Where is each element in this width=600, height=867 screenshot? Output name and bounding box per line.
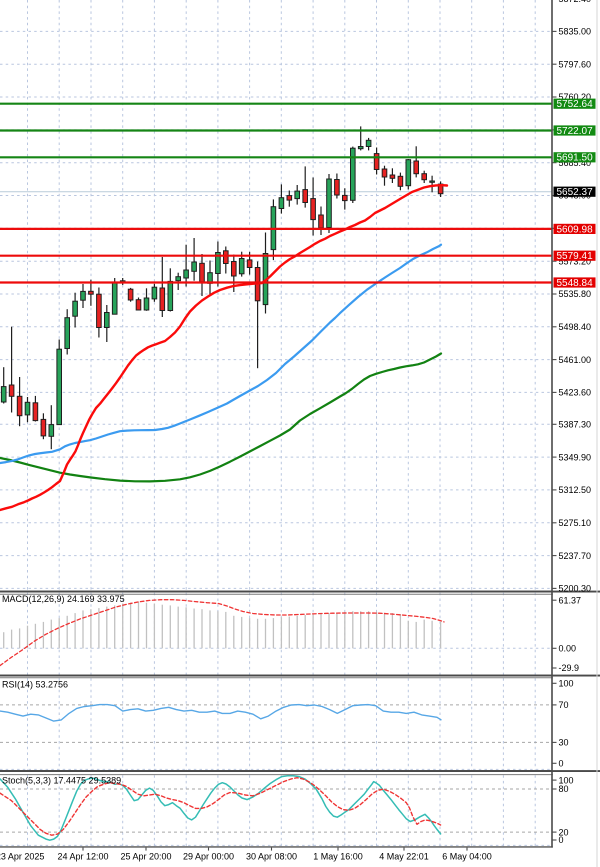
svg-text:5200.30: 5200.30 <box>559 584 592 594</box>
svg-text:70: 70 <box>559 700 569 710</box>
svg-text:5237.70: 5237.70 <box>559 551 592 561</box>
svg-text:5835.00: 5835.00 <box>559 27 592 37</box>
svg-text:5752.64: 5752.64 <box>557 99 594 110</box>
svg-text:1 May 16:00: 1 May 16:00 <box>313 852 363 862</box>
svg-text:5423.60: 5423.60 <box>559 388 592 398</box>
svg-text:5797.60: 5797.60 <box>559 59 592 69</box>
svg-text:-29.9: -29.9 <box>559 663 580 673</box>
svg-text:23 Apr 2025: 23 Apr 2025 <box>0 852 44 862</box>
svg-text:5535.80: 5535.80 <box>559 289 592 299</box>
svg-text:20: 20 <box>559 827 569 837</box>
svg-text:4 May 22:01: 4 May 22:01 <box>379 852 429 862</box>
svg-text:5760.20: 5760.20 <box>559 92 592 102</box>
svg-text:29 Apr 00:00: 29 Apr 00:00 <box>183 852 234 862</box>
svg-text:61.37: 61.37 <box>559 595 582 605</box>
svg-text:5548.84: 5548.84 <box>557 278 594 289</box>
svg-text:5573.20: 5573.20 <box>559 256 592 266</box>
svg-text:5498.40: 5498.40 <box>559 322 592 332</box>
svg-text:MACD(12,26,9) 24.169 33.975: MACD(12,26,9) 24.169 33.975 <box>2 594 125 604</box>
svg-text:Stoch(5,3,3) 17.4475 29.5389: Stoch(5,3,3) 17.4475 29.5389 <box>2 776 121 786</box>
svg-text:5579.41: 5579.41 <box>557 251 594 262</box>
svg-text:5312.50: 5312.50 <box>559 485 592 495</box>
svg-text:5275.10: 5275.10 <box>559 518 592 528</box>
svg-text:80: 80 <box>559 784 569 794</box>
svg-text:5461.00: 5461.00 <box>559 355 592 365</box>
svg-text:100: 100 <box>559 775 574 785</box>
svg-text:5387.30: 5387.30 <box>559 420 592 430</box>
svg-text:5872.40: 5872.40 <box>559 0 592 4</box>
svg-text:5722.07: 5722.07 <box>557 126 594 137</box>
svg-text:30 Apr 08:00: 30 Apr 08:00 <box>246 852 297 862</box>
svg-text:5349.90: 5349.90 <box>559 452 592 462</box>
svg-text:6 May 04:00: 6 May 04:00 <box>442 852 492 862</box>
svg-text:0: 0 <box>559 759 564 769</box>
svg-text:RSI(14) 53.2756: RSI(14) 53.2756 <box>2 680 68 690</box>
svg-text:5691.50: 5691.50 <box>557 153 594 164</box>
svg-text:5652.37: 5652.37 <box>557 187 594 198</box>
svg-text:24 Apr 12:00: 24 Apr 12:00 <box>57 852 108 862</box>
svg-text:5609.98: 5609.98 <box>557 224 594 235</box>
svg-text:30: 30 <box>559 738 569 748</box>
svg-text:0: 0 <box>559 835 564 845</box>
svg-text:100: 100 <box>559 679 574 689</box>
svg-text:5685.40: 5685.40 <box>559 158 592 168</box>
svg-text:25 Apr 20:00: 25 Apr 20:00 <box>120 852 171 862</box>
svg-text:0.00: 0.00 <box>559 644 577 654</box>
